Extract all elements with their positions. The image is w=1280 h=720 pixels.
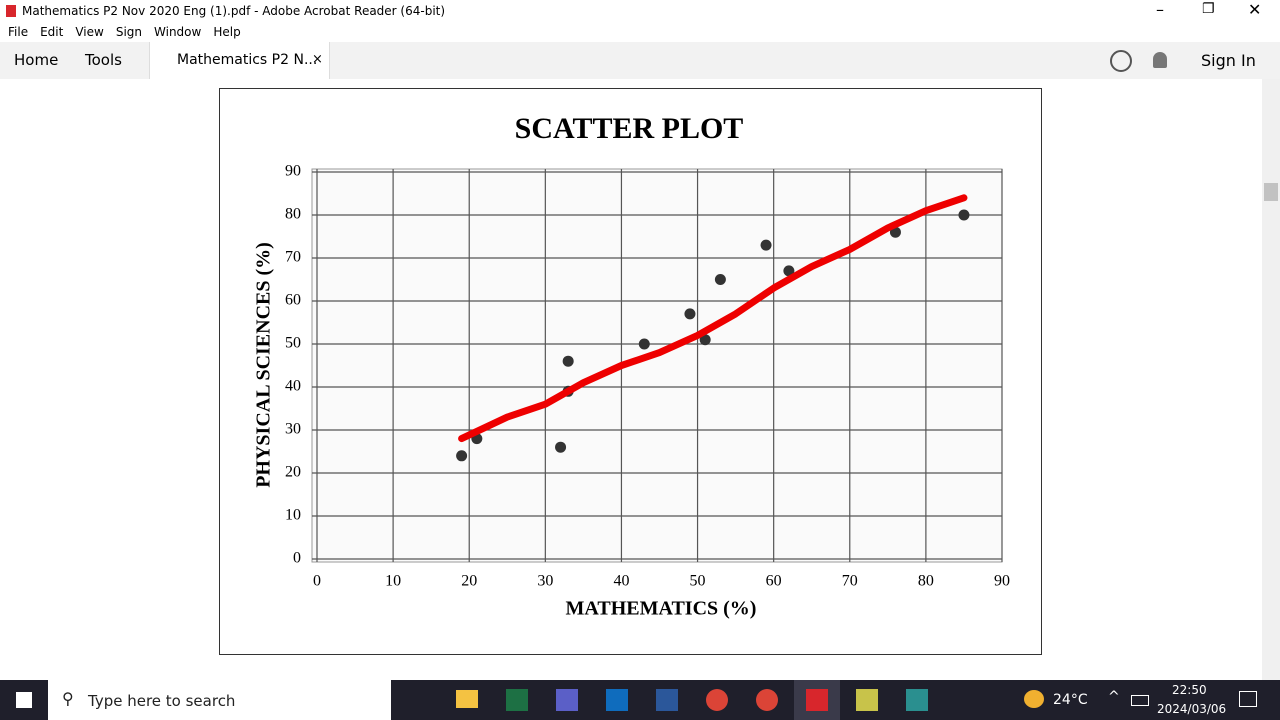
chrome-icon-2[interactable]	[756, 689, 778, 711]
y-tick-label: 40	[285, 378, 301, 395]
tray-chevron[interactable]: ^	[1108, 689, 1120, 705]
start-button[interactable]	[16, 692, 32, 708]
x-tick-label: 70	[842, 573, 858, 590]
clock-time: 22:50	[1172, 683, 1207, 697]
minimize[interactable]: –	[1156, 0, 1164, 19]
excel-icon[interactable]	[506, 689, 528, 711]
y-tick-label: 20	[285, 464, 301, 481]
x-tick-label: 60	[766, 573, 782, 590]
acrobat-icon	[806, 689, 828, 711]
menu-item[interactable]: Edit	[40, 25, 64, 39]
clock-date: 2024/03/06	[1157, 702, 1227, 716]
menu-item[interactable]: View	[75, 25, 104, 39]
scatter-point	[638, 338, 650, 350]
search-placeholder: Type here to search	[88, 692, 236, 710]
scatter-point	[699, 334, 711, 346]
x-tick-label: 30	[537, 573, 553, 590]
y-tick-label: 50	[285, 335, 301, 352]
scatter-point	[714, 274, 726, 285]
tab-close[interactable]: ×	[312, 52, 323, 67]
tab-bar: Home Tools Mathematics P2 N... × Sign In	[0, 42, 1280, 80]
title-bar: Mathematics P2 Nov 2020 Eng (1).pdf - Ad…	[0, 0, 1280, 22]
scatter-point	[958, 209, 970, 221]
x-tick-label: 20	[461, 573, 477, 590]
y-tick-label: 10	[285, 507, 301, 524]
y-tick-label: 60	[285, 292, 301, 309]
notifications-button[interactable]	[1239, 691, 1257, 707]
scatter-point	[456, 450, 468, 462]
weather-icon[interactable]	[1024, 690, 1044, 708]
x-tick-label: 10	[385, 573, 401, 590]
scrollbar[interactable]	[1262, 79, 1280, 680]
document-tab[interactable]: Mathematics P2 N... ×	[149, 42, 330, 79]
search-box[interactable]: ⚲ Type here to search	[48, 680, 391, 720]
menu-item[interactable]: Window	[154, 25, 202, 39]
menu-bar: File Edit View Sign Window Help	[0, 22, 1280, 42]
scatter-point	[555, 441, 567, 453]
y-tick-label: 0	[293, 550, 301, 567]
search-icon: ⚲	[62, 689, 74, 708]
scatter-point	[783, 265, 795, 277]
chart: SCATTER PLOT MATHEMATICS (%) PHYSICAL SC…	[219, 88, 1042, 655]
scroll-thumb[interactable]	[1264, 183, 1278, 201]
word-icon[interactable]	[656, 689, 678, 711]
temperature: 24°C	[1053, 692, 1088, 708]
chart-title: SCATTER PLOT	[515, 112, 744, 145]
acrobat-active[interactable]	[794, 680, 840, 720]
teams-icon[interactable]	[556, 689, 578, 711]
scatter-point	[562, 355, 574, 367]
menu-item[interactable]: Help	[213, 25, 241, 39]
menu-item[interactable]: File	[8, 25, 29, 39]
y-tick-label: 30	[285, 421, 301, 438]
x-axis-label: MATHEMATICS (%)	[566, 598, 757, 620]
trend-line	[458, 194, 968, 443]
help-icon[interactable]	[1110, 50, 1132, 72]
chrome-icon[interactable]	[706, 689, 728, 711]
explorer-icon[interactable]	[456, 690, 478, 708]
scatter-point	[684, 308, 696, 320]
x-tick-label: 0	[313, 573, 321, 590]
window-title: Mathematics P2 Nov 2020 Eng (1).pdf - Ad…	[22, 4, 446, 18]
scatter-point	[760, 239, 772, 251]
x-tick-label: 90	[994, 573, 1010, 590]
x-tick-label: 80	[918, 573, 934, 590]
battery-icon[interactable]	[1131, 695, 1149, 706]
restore[interactable]: ❐	[1202, 1, 1215, 17]
menu-item[interactable]: Sign	[115, 25, 143, 39]
close[interactable]: ✕	[1248, 0, 1262, 19]
outlook-icon[interactable]	[606, 689, 628, 711]
plot-area	[311, 168, 1003, 563]
app-icon-star[interactable]	[856, 689, 878, 711]
x-tick-label: 40	[613, 573, 629, 590]
tools-tab[interactable]: Tools	[85, 51, 122, 69]
app-icon-teal[interactable]	[906, 689, 928, 711]
document-tab-label: Mathematics P2 N...	[177, 52, 318, 68]
y-axis-label: PHYSICAL SCIENCES (%)	[253, 242, 275, 488]
notification-icon[interactable]	[1153, 52, 1167, 68]
app-icon	[6, 5, 16, 17]
y-tick-label: 70	[285, 249, 301, 266]
taskbar: ⚲ Type here to search 24°C ^ 22:50 2024/…	[0, 680, 1280, 720]
x-tick-label: 50	[690, 573, 706, 590]
y-tick-label: 90	[285, 163, 301, 180]
y-tick-label: 80	[285, 206, 301, 223]
home-tab[interactable]: Home	[14, 51, 59, 69]
sign-in[interactable]: Sign In	[1201, 51, 1256, 70]
